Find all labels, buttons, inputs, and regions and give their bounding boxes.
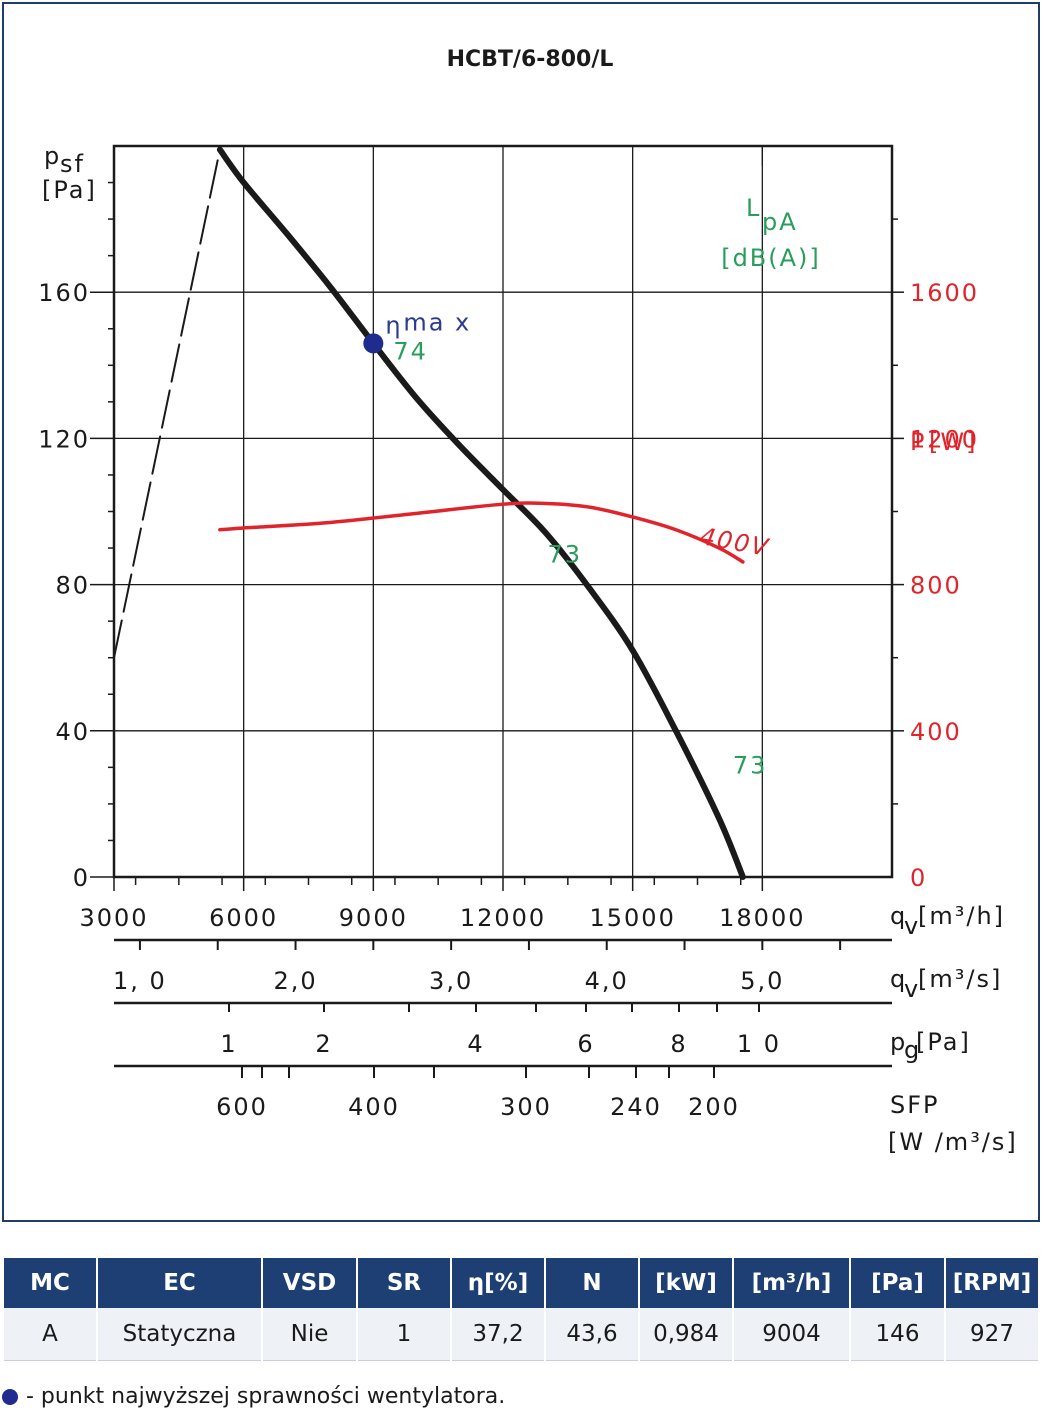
- lpa-label-unit: [dB(A)]: [721, 244, 821, 272]
- header-vsd: VSD: [263, 1258, 356, 1308]
- lpa-annotation: 73: [733, 751, 768, 779]
- y-left-axis-label: p: [44, 142, 61, 170]
- y-right-tick-label: 1200: [910, 425, 979, 453]
- chart-title: HCBT/6-800/L: [447, 47, 614, 72]
- y-left-axis-label-sub: sf: [60, 150, 85, 178]
- table-row: A Statyczna Nie 1 37,2 43,6 0,984 9004 1…: [4, 1308, 1038, 1361]
- max-efficiency-dot-icon: [2, 1388, 18, 1405]
- max-efficiency-marker: [363, 333, 384, 354]
- pg-axis-label-sub: g: [904, 1036, 921, 1064]
- y-left-tick-label: 120: [38, 425, 90, 453]
- qv-m3s-axis-label-sub: v: [904, 975, 920, 1003]
- header-kw: [kW]: [640, 1258, 732, 1308]
- qv-m3s-tick-label: 4,0: [585, 967, 629, 995]
- cell-rpm: 927: [946, 1308, 1038, 1361]
- qv-m3s-axis-unit: [m³/s]: [918, 965, 1002, 993]
- header-mc: MC: [4, 1258, 96, 1308]
- sfp-tick-label: 200: [688, 1093, 740, 1121]
- fan-parameters-table: MC EC VSD SR η[%] N [kW] [m³/h] [Pa] [RP…: [2, 1258, 1040, 1361]
- header-rpm: [RPM]: [946, 1258, 1038, 1308]
- header-efficiency: η[%]: [452, 1258, 544, 1308]
- x-tick-label: 18000: [719, 904, 805, 932]
- x-axis-label: q: [890, 902, 907, 930]
- y-left-tick-label: 80: [55, 572, 90, 600]
- cell-n: 43,6: [546, 1308, 638, 1361]
- header-ec: EC: [98, 1258, 261, 1308]
- lpa-label-sub: pA: [762, 208, 798, 236]
- qv-m3s-tick-label: 1, 0: [113, 967, 167, 995]
- x-tick-label: 15000: [589, 904, 675, 932]
- cell-ec: Statyczna: [98, 1308, 261, 1361]
- series-unstable-branch: [113, 148, 221, 659]
- cell-kw: 0,984: [640, 1308, 732, 1361]
- x-tick-label: 6000: [209, 904, 278, 932]
- lpa-label: L: [746, 194, 761, 222]
- cell-efficiency: 37,2: [452, 1308, 544, 1361]
- qv-m3s-tick-label: 2,0: [273, 967, 317, 995]
- x-tick-label: 12000: [460, 904, 546, 932]
- qv-m3s-axis-label: q: [890, 965, 907, 993]
- header-sr: SR: [358, 1258, 450, 1308]
- cell-mc: A: [4, 1308, 96, 1361]
- chart-frame: 0 40 80 120 160 0 400 800 1200 1600 3000 6000 9000 12…: [2, 2, 1040, 1222]
- sfp-tick-label: 300: [500, 1093, 552, 1121]
- cell-pa: 146: [851, 1308, 944, 1361]
- marker-label-sup: ma x: [403, 308, 471, 336]
- y-left-axis-unit: [Pa]: [42, 176, 97, 204]
- lpa-annotation: 73: [547, 540, 582, 568]
- table-header-row: MC EC VSD SR η[%] N [kW] [m³/h] [Pa] [RP…: [4, 1258, 1038, 1308]
- pg-axis-label: p: [890, 1028, 907, 1056]
- y-left-tick-label: 160: [38, 279, 90, 307]
- lpa-annotation: 74: [393, 337, 428, 365]
- qv-m3s-tick-label: 5,0: [740, 967, 784, 995]
- sfp-axis-label: SFP: [890, 1091, 940, 1119]
- y-right-axis-label: P: [910, 428, 926, 456]
- y-right-tick-label: 0: [910, 864, 927, 892]
- y-right-axis-unit: [W]: [929, 428, 977, 456]
- series-power-curve: [218, 501, 745, 564]
- series-fan-curve: [216, 146, 746, 880]
- pg-tick-label: 6: [577, 1030, 594, 1058]
- y-right-tick-label: 1600: [910, 279, 979, 307]
- x-axis-label-sub: v: [904, 912, 920, 940]
- legend-note-text: - punkt najwyższej sprawności wentylator…: [26, 1384, 506, 1409]
- series-label-power-curve: 400V: [698, 522, 772, 562]
- cell-vsd: Nie: [263, 1308, 356, 1361]
- y-right-tick-label: 800: [910, 572, 962, 600]
- sfp-tick-label: 400: [348, 1093, 400, 1121]
- cell-m3h: 9004: [734, 1308, 849, 1361]
- x-axis-unit: [m³/h]: [918, 902, 1005, 930]
- sfp-tick-label: 600: [216, 1093, 268, 1121]
- x-tick-label: 3000: [79, 904, 148, 932]
- y-left-tick-label: 0: [73, 864, 90, 892]
- marker-label: η: [385, 311, 402, 339]
- chart-curves: [113, 146, 746, 880]
- pg-axis-unit: [Pa]: [916, 1028, 971, 1056]
- pg-tick-label: 1: [220, 1030, 237, 1058]
- pg-tick-label: 2: [315, 1030, 332, 1058]
- y-right-tick-label: 400: [910, 718, 962, 746]
- x-tick-label: 9000: [339, 904, 408, 932]
- header-pa: [Pa]: [851, 1258, 944, 1308]
- pg-tick-label: 8: [670, 1030, 687, 1058]
- sfp-tick-label: 240: [610, 1093, 662, 1121]
- sfp-axis-unit: [W /m³/s]: [888, 1128, 1018, 1156]
- pg-tick-label: 4: [467, 1030, 484, 1058]
- header-m3h: [m³/h]: [734, 1258, 849, 1308]
- legend-note: - punkt najwyższej sprawności wentylator…: [2, 1384, 505, 1409]
- cell-sr: 1: [358, 1308, 450, 1361]
- header-n: N: [546, 1258, 638, 1308]
- pg-tick-label: 1 0: [737, 1030, 781, 1058]
- qv-m3s-tick-label: 3,0: [429, 967, 473, 995]
- y-left-tick-label: 40: [55, 718, 90, 746]
